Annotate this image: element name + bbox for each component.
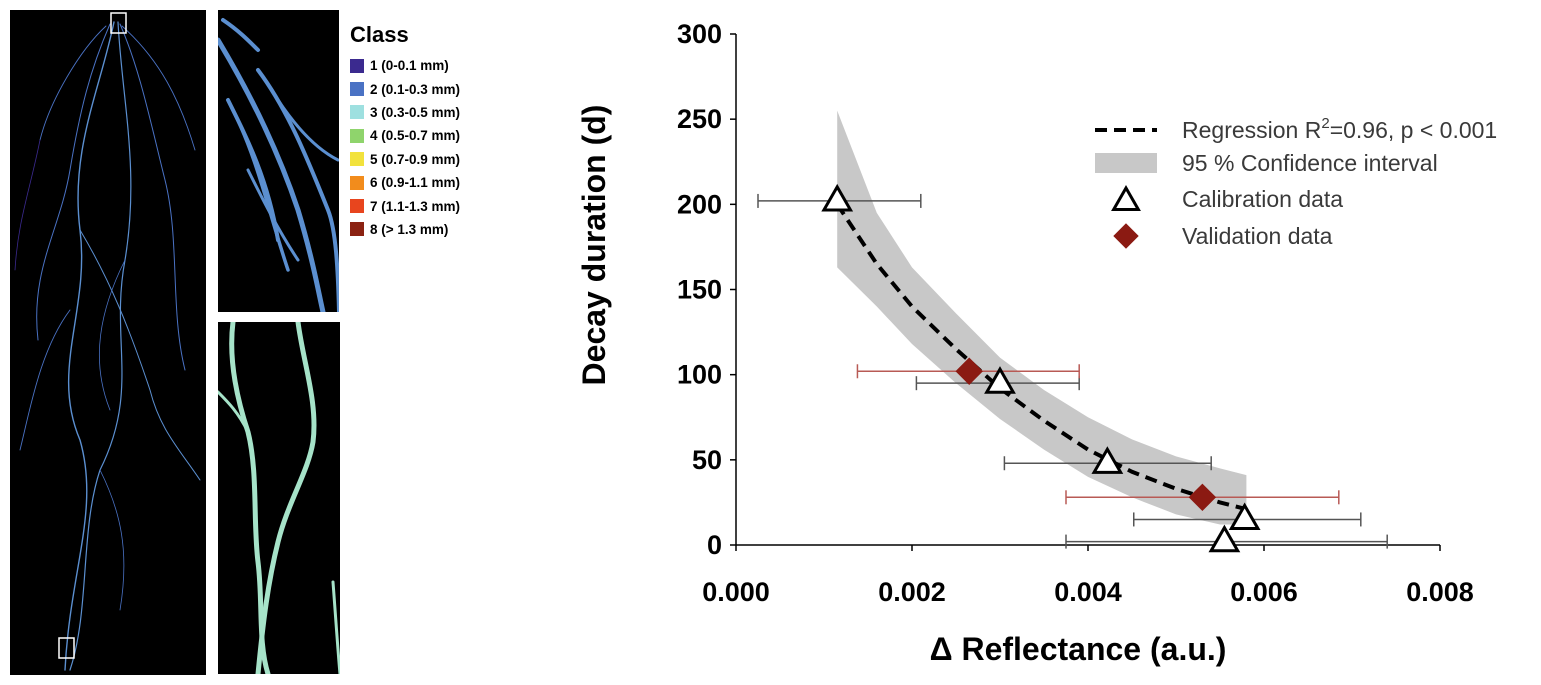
root-strand: [36, 23, 111, 341]
root-zoom-top-drawing: [218, 18, 339, 312]
class-legend-item: 3 (0.3-0.5 mm): [350, 101, 520, 124]
class-legend-item: 8 (> 1.3 mm): [350, 218, 520, 241]
class-legend-item: 6 (0.9-1.1 mm): [350, 171, 520, 194]
class-label: 6 (0.9-1.1 mm): [370, 175, 461, 191]
points-layer: [821, 183, 1261, 553]
class-swatch: [350, 82, 364, 97]
root-strand: [14, 139, 41, 271]
root-strand: [98, 259, 126, 411]
x-axis-label: Δ Reflectance (a.u.): [930, 631, 1227, 667]
y-tick-label: 300: [677, 19, 722, 49]
root-strand: [256, 68, 339, 312]
confidence-band-layer: [837, 110, 1247, 525]
class-label: 7 (1.1-1.3 mm): [370, 198, 461, 214]
highlight-box-bottom: [58, 637, 75, 659]
calibration-point: [821, 183, 854, 212]
legend-ci-label: 95 % Confidence interval: [1182, 150, 1438, 176]
root-strand: [69, 21, 132, 671]
class-swatch: [350, 58, 364, 73]
class-label: 1 (0-0.1 mm): [370, 58, 449, 74]
class-label: 4 (0.5-0.7 mm): [370, 128, 461, 144]
x-tick-label: 0.000: [702, 577, 770, 607]
root-strand: [276, 98, 339, 162]
regression-curve-layer: [835, 203, 1247, 512]
confidence-band: [837, 110, 1247, 525]
y-tick-label: 200: [677, 189, 722, 219]
validation-point: [955, 357, 983, 385]
class-swatch: [350, 105, 364, 120]
root-strand: [218, 37, 326, 312]
y-axis-label: Decay duration (d): [576, 105, 612, 386]
root-strand: [331, 580, 340, 674]
class-legend-item: 7 (1.1-1.3 mm): [350, 194, 520, 217]
root-zoom-top-image: [218, 10, 339, 312]
calibration-point: [984, 366, 1016, 394]
root-strand: [79, 229, 201, 481]
y-tick-label: 250: [677, 104, 722, 134]
y-tick-label: 50: [692, 445, 722, 475]
root-strand: [119, 23, 186, 371]
root-strand: [229, 322, 271, 674]
class-swatch: [350, 222, 364, 237]
legend-calibration-label: Calibration data: [1182, 186, 1343, 212]
legend-validation-label: Validation data: [1182, 223, 1333, 249]
root-strand: [39, 25, 107, 141]
class-swatch: [350, 199, 364, 214]
class-swatch: [350, 128, 364, 143]
axes-layer: 0 50 100 150 200 250 300 0.000 0.002 0.004 0.006 0.…: [677, 19, 1474, 607]
regression-chart: 0 50 100 150 200 250 300 0.000 0.002 0.004 0.006 0.…: [576, 19, 1497, 667]
class-label: 2 (0.1-0.3 mm): [370, 81, 461, 97]
root-zoom-bottom-image: [218, 322, 340, 674]
chart-legend: Regression R2=0.96, p < 0.001 95 % Confid…: [1095, 115, 1497, 249]
root-strand: [99, 469, 125, 611]
class-legend-item: 2 (0.1-0.3 mm): [350, 77, 520, 100]
class-legend-item: 1 (0-0.1 mm): [350, 54, 520, 77]
validation-point: [1188, 483, 1217, 512]
root-strand: [64, 21, 115, 671]
legend-calibration-marker: [1111, 184, 1141, 211]
class-swatch: [350, 152, 364, 167]
root-scan-image: [10, 10, 206, 675]
y-tick-label: 150: [677, 275, 722, 305]
class-legend-item: 5 (0.7-0.9 mm): [350, 148, 520, 171]
x-tick-label: 0.008: [1406, 577, 1474, 607]
calibration-point: [1228, 502, 1261, 531]
x-tick-label: 0.004: [1054, 577, 1122, 607]
regression-curve: [835, 203, 1247, 512]
class-swatch: [350, 175, 364, 190]
x-tick-label: 0.006: [1230, 577, 1298, 607]
root-strand: [221, 18, 260, 52]
class-label: 5 (0.7-0.9 mm): [370, 151, 461, 167]
y-tick-label: 100: [677, 360, 722, 390]
class-label: 3 (0.3-0.5 mm): [370, 104, 461, 120]
class-label: 8 (> 1.3 mm): [370, 221, 449, 237]
root-strand: [246, 168, 300, 262]
calibration-point: [1091, 446, 1124, 474]
class-legend-items: 1 (0-0.1 mm) 2 (0.1-0.3 mm) 3 (0.3-0.5 mm)…: [350, 54, 520, 241]
root-scan-drawing: [14, 12, 201, 671]
root-strand: [19, 309, 71, 451]
y-tick-label: 0: [707, 530, 722, 560]
legend-band-swatch: [1095, 153, 1157, 173]
root-zoom-bottom-drawing: [218, 322, 340, 674]
class-legend-item: 4 (0.5-0.7 mm): [350, 124, 520, 147]
class-legend-title: Class: [350, 22, 409, 47]
root-strand: [121, 25, 196, 151]
root-strand: [231, 108, 290, 272]
calibration-point: [1208, 524, 1241, 553]
class-legend: Class 1 (0-0.1 mm) 2 (0.1-0.3 mm) 3 (0.3-0…: [350, 22, 520, 241]
highlight-box-top: [110, 12, 127, 34]
x-tick-label: 0.002: [878, 577, 946, 607]
root-strand: [255, 322, 317, 674]
root-strand: [218, 390, 250, 434]
legend-regression-label: Regression R2=0.96, p < 0.001: [1182, 115, 1497, 143]
legend-validation-marker: [1113, 223, 1139, 249]
